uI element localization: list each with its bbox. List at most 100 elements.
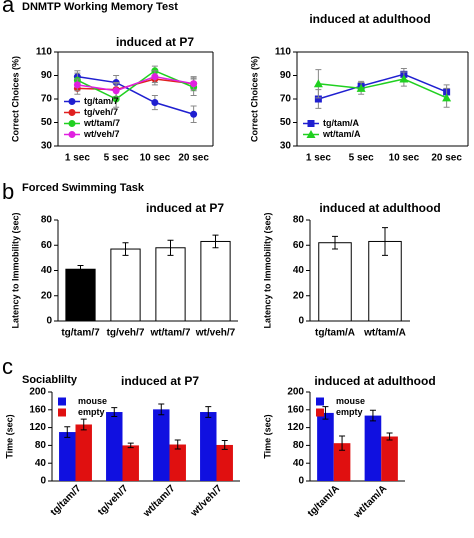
bar xyxy=(122,445,139,481)
x-tick-label: tg/tam/7 xyxy=(49,483,84,518)
x-tick-label: tg/tam/A xyxy=(315,328,355,339)
y-tick-label: 0 xyxy=(46,316,52,327)
panel-label: c xyxy=(2,354,13,379)
x-tick-label: tg/tam/7 xyxy=(61,328,100,339)
y-tick-label: 160 xyxy=(29,404,46,415)
y-tick-label: 110 xyxy=(36,47,53,58)
y-axis-label: Latency to Immobility (sec) xyxy=(262,212,272,328)
y-tick-label: 50 xyxy=(41,117,53,128)
point xyxy=(313,79,323,88)
bar xyxy=(65,268,96,322)
error-bar xyxy=(122,242,129,256)
panel-label: a xyxy=(2,0,15,17)
y-tick-label: 110 xyxy=(275,47,292,58)
legend-label: mouse xyxy=(336,396,365,406)
series-line xyxy=(77,69,194,100)
x-tick-label: wt/veh/7 xyxy=(195,328,236,339)
point xyxy=(112,95,120,103)
error-bar xyxy=(64,426,71,438)
y-tick-label: 0 xyxy=(298,316,304,327)
y-tick-label: 80 xyxy=(293,215,305,226)
x-tick-label: 10 sec xyxy=(140,153,171,164)
y-tick-label: 30 xyxy=(280,141,292,152)
bar xyxy=(169,444,186,481)
legend-label: empty xyxy=(336,407,363,417)
chart-title: induced at P7 xyxy=(121,374,199,388)
error-bar xyxy=(111,407,118,417)
section-title: Forced Swimming Task xyxy=(22,182,145,194)
y-tick-label: 40 xyxy=(35,458,47,469)
chart-title: induced at adulthood xyxy=(314,374,435,388)
x-tick-label: tg/veh/7 xyxy=(107,328,145,339)
y-axis-label: Correct Choices (%) xyxy=(249,56,259,142)
bar xyxy=(106,412,123,481)
series-line xyxy=(77,75,194,115)
x-tick-label: wt/tam/7 xyxy=(149,328,190,339)
bar xyxy=(59,432,76,481)
legend-label: tg/tam/A xyxy=(323,118,360,128)
x-tick-label: wt/tam/A xyxy=(351,483,389,521)
y-tick-label: 70 xyxy=(41,94,53,105)
y-tick-label: 90 xyxy=(41,70,53,81)
y-tick-label: 70 xyxy=(280,94,292,105)
x-tick-label: 1 sec xyxy=(65,153,90,164)
x-tick-label: 20 sec xyxy=(431,153,462,164)
section-title: DNMTP Working Memory Test xyxy=(22,1,178,13)
bar xyxy=(364,415,382,481)
section-title: Sociablilty xyxy=(22,374,78,386)
point xyxy=(151,73,159,81)
bar xyxy=(200,240,231,322)
y-tick-label: 200 xyxy=(29,387,46,398)
error-bar xyxy=(158,403,165,416)
legend-label: mouse xyxy=(78,396,107,406)
chart-title: induced at P7 xyxy=(116,35,194,49)
chart-title: induced at adulthood xyxy=(309,12,430,26)
x-tick-label: wt/tam/7 xyxy=(141,483,178,520)
point xyxy=(314,95,322,103)
legend-marker xyxy=(68,120,76,127)
legend-label: tg/tam/7 xyxy=(84,96,119,106)
series-line xyxy=(77,75,194,92)
y-axis-label: Time (sec) xyxy=(262,414,272,458)
x-tick-label: 5 sec xyxy=(104,153,129,164)
bar xyxy=(155,247,186,322)
x-tick-label: 5 sec xyxy=(349,153,374,164)
error-bar xyxy=(322,406,329,420)
bar xyxy=(216,444,233,481)
point xyxy=(112,87,120,95)
error-bar xyxy=(212,234,219,249)
y-tick-label: 40 xyxy=(41,265,53,276)
bar xyxy=(317,412,334,481)
x-tick-label: wt/tam/A xyxy=(363,328,406,339)
legend-marker xyxy=(307,120,315,127)
bar xyxy=(381,436,398,481)
legend-label: wt/tam/7 xyxy=(83,118,120,128)
y-tick-label: 60 xyxy=(293,240,305,251)
error-bar xyxy=(369,409,376,422)
y-axis-label: Correct Choices (%) xyxy=(10,56,20,142)
point xyxy=(73,81,81,89)
y-axis-label: Latency to Immobility (sec) xyxy=(10,212,20,328)
bar xyxy=(110,248,141,322)
y-tick-label: 80 xyxy=(35,440,47,451)
point xyxy=(190,80,198,88)
point xyxy=(442,93,452,102)
y-tick-label: 20 xyxy=(293,290,305,301)
bar xyxy=(318,242,352,322)
x-tick-label: 20 sec xyxy=(178,153,209,164)
bar xyxy=(153,409,170,481)
error-bar xyxy=(167,239,174,256)
point xyxy=(356,83,366,92)
error-bar xyxy=(127,442,134,449)
series-line xyxy=(318,73,447,100)
series-line xyxy=(318,78,447,99)
point xyxy=(399,74,409,83)
error-bar xyxy=(80,418,87,431)
error-bar xyxy=(221,440,228,450)
y-tick-label: 120 xyxy=(29,422,46,433)
legend-marker xyxy=(306,130,316,138)
legend-swatch xyxy=(316,397,324,406)
x-tick-label: tg/tam/A xyxy=(306,483,342,519)
error-bar xyxy=(386,432,393,441)
